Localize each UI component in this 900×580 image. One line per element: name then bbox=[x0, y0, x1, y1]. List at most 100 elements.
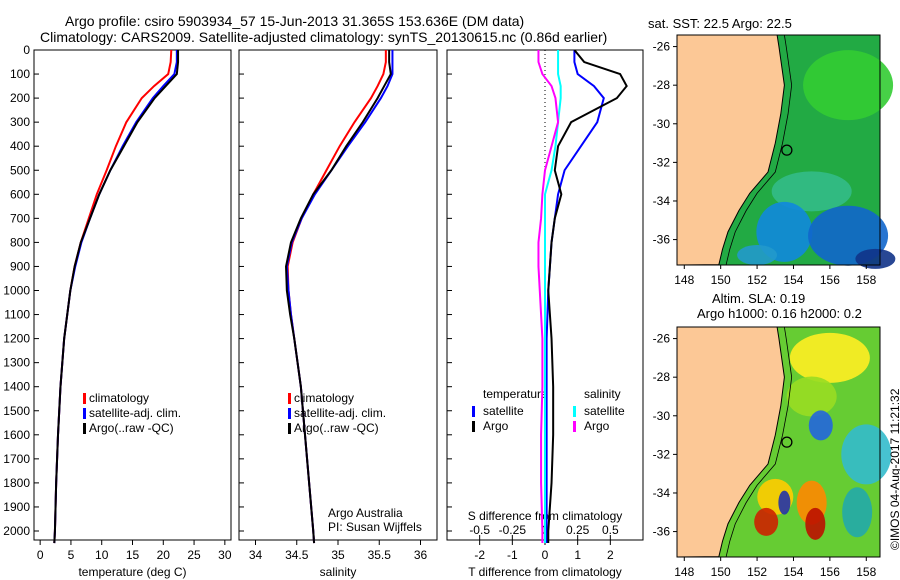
data-blob bbox=[789, 332, 870, 383]
data-blob bbox=[841, 424, 892, 485]
legend-swatch bbox=[288, 393, 291, 404]
data-blob bbox=[855, 248, 896, 269]
map-x-tick-label: 152 bbox=[747, 273, 767, 287]
y-tick-label: 200 bbox=[10, 91, 30, 105]
credit-text: Argo Australia bbox=[328, 506, 403, 520]
sla-map-title: Altim. SLA: 0.19 bbox=[712, 291, 806, 306]
x-tick-label: 35 bbox=[331, 548, 345, 562]
map-y-tick-label: -28 bbox=[653, 370, 671, 384]
series-line-t-argo bbox=[547, 49, 628, 544]
map-y-tick-label: -26 bbox=[653, 332, 671, 346]
data-blob bbox=[754, 507, 779, 536]
y-tick-label: 1700 bbox=[3, 452, 30, 466]
y-tick-label: 600 bbox=[10, 187, 30, 201]
isobath bbox=[725, 326, 793, 557]
map-x-tick-label: 154 bbox=[783, 273, 803, 287]
legend-label: satellite bbox=[584, 404, 625, 418]
legend-label: Argo bbox=[584, 419, 610, 433]
legend-swatch bbox=[573, 421, 576, 432]
map-x-tick-label: 158 bbox=[856, 565, 876, 579]
x-tick-label: -1 bbox=[507, 548, 518, 562]
sst-map-title: sat. SST: 22.5 Argo: 22.5 bbox=[648, 16, 792, 31]
legend-label: Argo bbox=[483, 419, 509, 433]
float-position-marker bbox=[781, 436, 793, 448]
legend-label: Argo(..raw -QC) bbox=[89, 421, 174, 435]
float-position-marker bbox=[781, 144, 793, 156]
data-blob bbox=[842, 487, 873, 538]
x2-tick-label: -0.5 bbox=[469, 523, 490, 537]
series-line-argo-raw-qc- bbox=[53, 50, 180, 544]
map-y-tick-label: -26 bbox=[653, 40, 671, 54]
series-line-s-argo bbox=[537, 50, 560, 544]
map-x-tick-label: 156 bbox=[820, 565, 840, 579]
map-y-tick-label: -36 bbox=[653, 233, 671, 247]
map-x-tick-label: 156 bbox=[820, 273, 840, 287]
legend-swatch bbox=[83, 408, 86, 419]
map-y-tick-label: -34 bbox=[653, 486, 671, 500]
x-axis-label: salinity bbox=[320, 565, 357, 579]
y-tick-label: 1200 bbox=[3, 332, 30, 346]
y-tick-label: 500 bbox=[10, 163, 30, 177]
y-tick-label: 1900 bbox=[3, 500, 30, 514]
x2-tick-label: -0.25 bbox=[499, 523, 527, 537]
legend-swatch bbox=[83, 423, 86, 434]
panel-frame-0 bbox=[33, 49, 232, 541]
map-x-tick-label: 148 bbox=[674, 565, 694, 579]
x-axis-label: temperature (deg C) bbox=[78, 565, 186, 579]
y-tick-label: 1500 bbox=[3, 404, 30, 418]
series-line-t-satellite bbox=[545, 50, 605, 544]
y-tick-label: 400 bbox=[10, 139, 30, 153]
y-tick-label: 1300 bbox=[3, 356, 30, 370]
x-tick-label: 5 bbox=[68, 548, 75, 562]
y-tick-label: 1100 bbox=[4, 308, 30, 322]
land bbox=[676, 34, 785, 266]
y-tick-label: 1600 bbox=[3, 428, 30, 442]
data-blob bbox=[756, 201, 813, 262]
series-line-satellite-adj-clim- bbox=[53, 50, 178, 544]
y-tick-label: 0 bbox=[23, 43, 30, 57]
legend-swatch bbox=[573, 406, 576, 417]
x-tick-label: 0 bbox=[542, 548, 549, 562]
x-tick-label: -2 bbox=[474, 548, 485, 562]
map-y-tick-label: -32 bbox=[653, 155, 671, 169]
map-x-tick-label: 152 bbox=[747, 565, 767, 579]
data-blob bbox=[778, 490, 791, 515]
y-tick-label: 1000 bbox=[3, 284, 30, 298]
x2-tick-label: 0.5 bbox=[602, 523, 619, 537]
map-y-tick-label: -28 bbox=[653, 78, 671, 92]
sla-map-title-2: Argo h1000: 0.16 h2000: 0.2 bbox=[697, 306, 862, 321]
legend-label: satellite-adj. clim. bbox=[294, 406, 386, 420]
data-blob bbox=[771, 171, 852, 212]
legend-label: climatology bbox=[294, 391, 354, 405]
map-y-tick-label: -30 bbox=[653, 409, 671, 423]
series-line-s-satellite bbox=[544, 50, 562, 544]
legend-swatch bbox=[288, 408, 291, 419]
legend-label: satellite-adj. clim. bbox=[89, 406, 181, 420]
map-y-tick-label: -34 bbox=[653, 194, 671, 208]
y-tick-label: 900 bbox=[10, 259, 30, 273]
map-x-tick-label: 148 bbox=[674, 273, 694, 287]
y-tick-label: 700 bbox=[10, 211, 30, 225]
legend-swatch bbox=[288, 423, 291, 434]
y-tick-label: 300 bbox=[10, 115, 30, 129]
x-tick-label: 10 bbox=[95, 548, 109, 562]
map-y-tick-label: -36 bbox=[653, 525, 671, 539]
map-frame bbox=[676, 326, 881, 558]
map-y-tick-label: -32 bbox=[653, 447, 671, 461]
series-line-satellite-adj-clim- bbox=[285, 50, 394, 544]
pi-text: PI: Susan Wijffels bbox=[328, 520, 422, 534]
series-line-climatology bbox=[286, 50, 387, 544]
x2-tick-label: 0.25 bbox=[566, 523, 590, 537]
map-sst bbox=[673, 34, 896, 269]
timestamp: ©IMOS 04-Aug-2017 11:21:32 bbox=[888, 388, 900, 550]
x-tick-label: 25 bbox=[187, 548, 201, 562]
legend-swatch bbox=[83, 393, 86, 404]
map-sla bbox=[673, 326, 892, 561]
x-tick-label: 30 bbox=[218, 548, 232, 562]
y-tick-label: 1800 bbox=[3, 476, 30, 490]
data-blob bbox=[786, 376, 837, 417]
x-tick-label: 0 bbox=[37, 548, 44, 562]
isobath bbox=[725, 34, 793, 265]
data-blob bbox=[808, 410, 833, 441]
